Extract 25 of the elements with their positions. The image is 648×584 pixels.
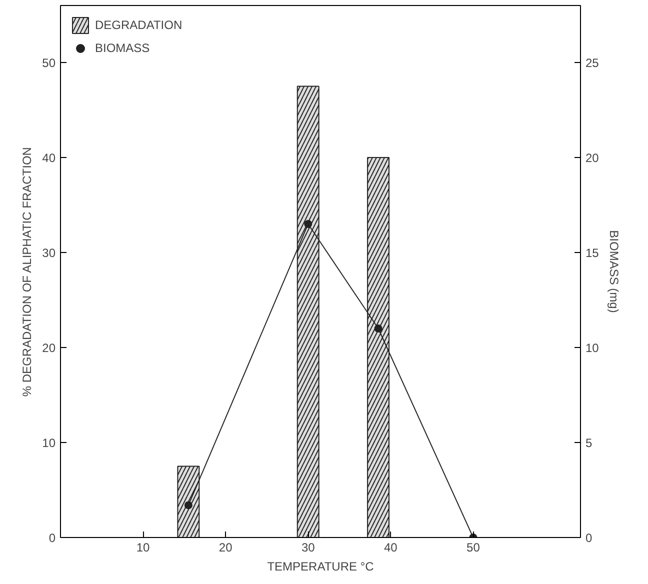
y-tick-label: 30 <box>42 246 56 260</box>
y-tick-label: 0 <box>48 531 56 545</box>
y2-tick-label: 10 <box>586 341 600 355</box>
y2-tick-label: 0 <box>586 531 592 545</box>
y2-tick-label: 15 <box>586 246 600 260</box>
y2-tick-label: 25 <box>586 56 600 70</box>
point <box>304 220 312 228</box>
y-tick-label: 40 <box>42 151 56 165</box>
x-axis-title: TEMPERATURE °C <box>267 560 374 574</box>
y2-tick-label: 5 <box>586 436 592 450</box>
point <box>184 501 192 510</box>
y-axis-title: % DEGRADATION OF ALIPHATIC FRACTION <box>20 147 34 397</box>
legend-label: BIOMASS <box>95 41 150 55</box>
x-tick-label: 30 <box>301 540 316 554</box>
x-tick-label: 40 <box>384 540 398 554</box>
y2-axis-title: BIOMASS (mg) <box>606 230 621 313</box>
x-tick-label: 10 <box>136 540 150 554</box>
point <box>374 324 382 332</box>
x-tick-label: 20 <box>218 540 233 554</box>
y-tick-label: 20 <box>42 341 56 355</box>
y2-tick-label: 20 <box>586 151 600 165</box>
y-tick-label: 10 <box>42 436 56 450</box>
legend-label: DEGRADATION <box>95 18 182 32</box>
x-tick-label: 50 <box>466 540 480 554</box>
y-tick-label: 50 <box>42 56 56 70</box>
